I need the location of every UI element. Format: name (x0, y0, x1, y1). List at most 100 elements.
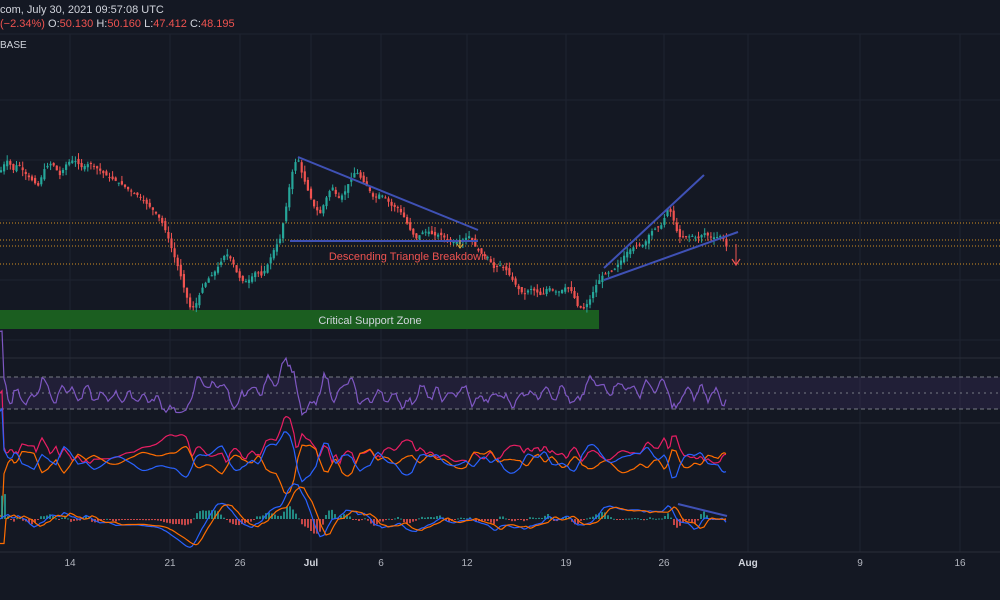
histogram-bar (289, 506, 291, 519)
histogram-bar (724, 519, 726, 521)
candle-body (303, 171, 306, 182)
candle-body (189, 297, 192, 308)
candle-body (647, 234, 650, 244)
histogram-bar (196, 513, 198, 519)
histogram-bar (664, 515, 666, 519)
candle-body (204, 282, 207, 287)
histogram-bar (148, 519, 150, 521)
histogram-bar (283, 511, 285, 519)
histogram-bar (10, 519, 12, 520)
macd-divergence-line (677, 503, 728, 517)
candle-body (340, 195, 344, 200)
candle-body (306, 179, 309, 191)
candle-body (179, 264, 182, 277)
histogram-bar (28, 519, 30, 523)
histogram-bar (706, 515, 708, 519)
histogram-bar (136, 519, 138, 520)
candle-body (328, 191, 331, 198)
candle-body (288, 187, 291, 208)
histogram-bar (655, 518, 657, 520)
histogram-bar (16, 518, 18, 520)
histogram-bar (313, 519, 315, 534)
candle-body (455, 241, 458, 244)
breakdown-arrows (456, 240, 741, 267)
candle-body (573, 291, 576, 298)
histogram-bar (76, 519, 78, 521)
histogram-bar (154, 519, 156, 521)
candle-body (220, 261, 223, 265)
candle-body (681, 236, 685, 238)
candle-body (158, 214, 161, 218)
histogram-bar (340, 515, 342, 519)
histogram-bar (232, 519, 234, 525)
histogram-bar (625, 518, 627, 520)
wedge-upper-line (603, 174, 705, 269)
candle-body (198, 295, 201, 306)
histogram-bar (376, 519, 378, 525)
trendlines (290, 156, 739, 281)
histogram-bar (367, 519, 369, 521)
histogram-bar (403, 519, 405, 523)
candle-body (644, 241, 647, 246)
triangle-top-line (297, 156, 479, 231)
candle-body (173, 248, 176, 258)
candle-body (319, 209, 322, 214)
candle-body (12, 164, 15, 170)
candle-body (561, 289, 564, 294)
x-tick-label: Aug (738, 558, 757, 569)
candle-body (344, 191, 347, 195)
candle-body (542, 293, 545, 295)
candle-body (452, 241, 455, 244)
histogram-bar (253, 519, 255, 520)
histogram-bar (583, 519, 585, 520)
candle-body (247, 279, 251, 283)
candle-body (576, 296, 579, 306)
candle-body (185, 287, 189, 298)
histogram-bar (400, 518, 402, 520)
histogram-bar (514, 519, 516, 522)
histogram-bar (436, 516, 438, 519)
rsi-levels (0, 376, 1000, 410)
chart-header-line: com, July 30, 2021 09:57:08 UTC (0, 4, 164, 16)
histogram-bar (166, 519, 168, 523)
histogram-bar (331, 509, 333, 519)
candle-body (142, 200, 145, 202)
histogram-bar (607, 515, 609, 519)
histogram-bar (175, 519, 177, 525)
x-tick-label: 21 (164, 558, 176, 569)
candle-body (604, 273, 607, 275)
candle-body (49, 163, 52, 166)
candle-body (371, 193, 375, 197)
candle-body (530, 288, 533, 290)
rsi-line (0, 330, 727, 417)
histogram-bar (244, 519, 246, 524)
histogram-bar (91, 519, 93, 522)
histogram-bar (169, 519, 171, 524)
histogram-bar (508, 519, 510, 520)
candle-body (719, 236, 722, 238)
candle-body (387, 198, 390, 202)
low-label: L: (144, 18, 154, 30)
high-value: 50.160 (107, 18, 142, 30)
open-label: O: (48, 18, 60, 30)
candle-body (368, 187, 371, 192)
histogram-bar (43, 516, 45, 519)
candle-body (331, 187, 334, 191)
candle-body (65, 164, 68, 170)
x-tick-label: 12 (461, 558, 473, 569)
candle-body (114, 177, 117, 181)
histogram-bar (238, 519, 240, 526)
histogram-bar (151, 519, 153, 521)
candle-body (694, 237, 697, 239)
candle-body (567, 287, 570, 289)
candle-body (585, 304, 588, 308)
histogram-bar (490, 519, 492, 523)
histogram-bar (457, 518, 459, 520)
histogram-bar (685, 519, 687, 521)
histogram-bar (157, 519, 159, 521)
histogram-bar (214, 510, 216, 519)
candle-body (418, 235, 421, 240)
candle-body (399, 208, 402, 213)
histogram-bar (229, 519, 231, 523)
